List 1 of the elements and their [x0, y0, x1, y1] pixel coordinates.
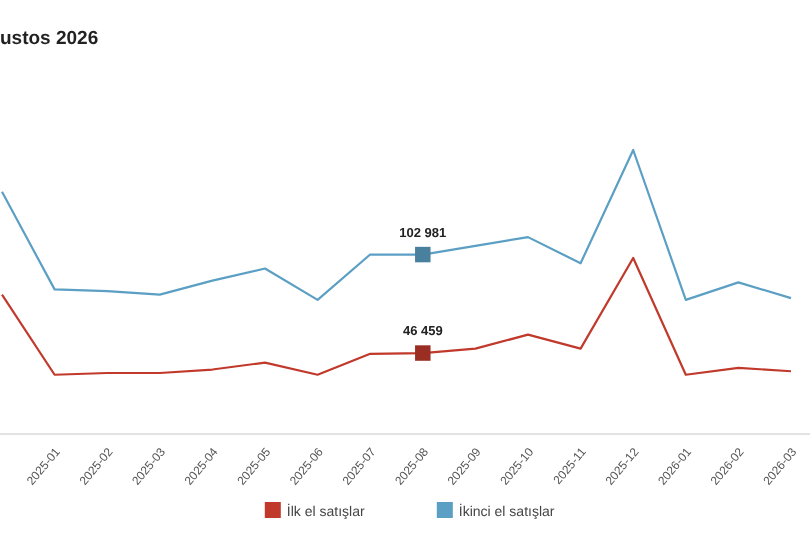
chart-title: ustos 2026: [0, 28, 99, 50]
